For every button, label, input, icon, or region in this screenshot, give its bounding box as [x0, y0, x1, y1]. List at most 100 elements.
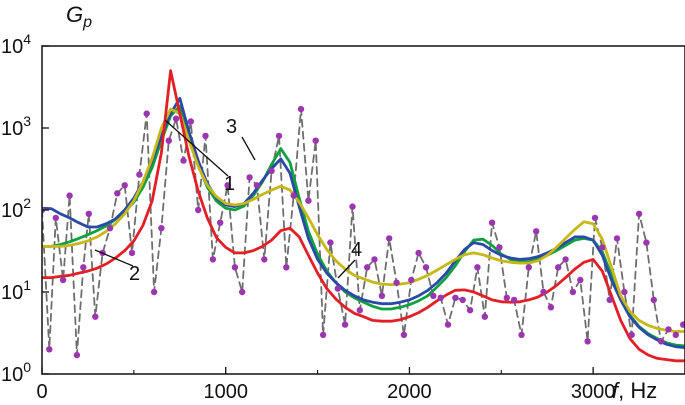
reference-point [327, 239, 334, 246]
reference-point [187, 118, 194, 125]
curve-4-label: 4 [351, 239, 362, 261]
reference-point [657, 338, 665, 345]
y-axis-label-sub: p [82, 14, 92, 31]
y-axis-label-main: G [66, 2, 83, 27]
reference-point [371, 256, 378, 263]
reference-point [378, 292, 386, 299]
x-tick-label: 2000 [387, 381, 432, 403]
reference-point [621, 288, 628, 296]
x-axis-label-unit: , Hz [618, 378, 657, 403]
reference-point [415, 249, 422, 257]
reference-point [136, 171, 143, 178]
reference-point [128, 249, 136, 257]
reference-point [466, 307, 474, 314]
reference-point [584, 338, 591, 345]
reference-point [562, 256, 569, 263]
y-tick-exponent: 1 [23, 277, 31, 293]
reference-point [643, 239, 650, 246]
y-tick-label: 101 [1, 277, 31, 304]
reference-point [459, 296, 466, 304]
x-tick-label: 3000 [571, 381, 616, 403]
reference-point [555, 264, 562, 271]
x-tick-label: 1000 [203, 381, 248, 403]
reference-point [261, 256, 268, 263]
reference-point [437, 294, 444, 301]
reference-point [635, 210, 643, 217]
curve-1-leader-line [164, 119, 229, 177]
reference-point [569, 288, 577, 296]
curve-3-label: 3 [226, 116, 237, 138]
curve-2-leader-line [94, 249, 134, 267]
curve-2-label: 2 [129, 263, 140, 285]
reference-point [356, 307, 363, 314]
reference-point [400, 331, 408, 339]
y-tick-base: 10 [1, 200, 23, 222]
x-tick-label: 0 [36, 381, 47, 403]
reference-point [283, 264, 290, 271]
reference-point [85, 210, 93, 217]
reference-point [46, 346, 53, 353]
curve-2-line [42, 69, 685, 363]
curve-1-label: 1 [224, 173, 235, 195]
reference-point [209, 256, 217, 263]
reference-point [106, 225, 114, 232]
y-tick-exponent: 2 [23, 195, 31, 211]
y-tick-label: 100 [1, 359, 31, 386]
reference-point [474, 264, 481, 271]
reference-point [297, 105, 305, 113]
reference-point [628, 331, 635, 339]
reference-point [52, 214, 59, 222]
reference-point [231, 264, 239, 271]
reference-point [547, 304, 555, 311]
x-axis-label-var: f [612, 378, 621, 403]
y-tick-label: 103 [1, 113, 31, 140]
reference-point [525, 264, 532, 271]
curve-3-leader-line [241, 136, 256, 161]
reference-point [533, 228, 540, 235]
reference-point [224, 182, 231, 189]
reference-point [540, 288, 547, 296]
reference-point [613, 235, 621, 242]
reference-point [672, 331, 679, 339]
reference-point [496, 244, 503, 251]
reference-point [66, 192, 73, 199]
reference-point [59, 276, 67, 284]
reference-point [408, 276, 415, 284]
reference-point [158, 225, 165, 232]
reference-point [253, 182, 261, 189]
reference-point [386, 235, 393, 242]
y-tick-label: 102 [1, 195, 31, 222]
reference-point [503, 294, 510, 301]
curve-4-leader-line [337, 259, 356, 279]
reference-point [180, 157, 187, 164]
labels-layer: Gp f, Hz [66, 2, 657, 403]
reference-point [606, 296, 613, 304]
curve-3-line [42, 104, 685, 348]
reference-point [481, 313, 488, 320]
reference-point [452, 294, 459, 301]
reference-point [393, 279, 400, 286]
reference-point [319, 331, 327, 339]
reference-point [202, 132, 209, 140]
reference-point [143, 110, 150, 117]
reference-point [121, 182, 128, 189]
x-axis-label: f, Hz [612, 378, 657, 403]
reference-point [275, 132, 283, 140]
reference-point [165, 137, 172, 144]
reference-point [239, 288, 246, 296]
y-tick-exponent: 0 [23, 359, 31, 375]
reference-point [312, 137, 319, 144]
reference-point [599, 244, 606, 251]
reference-point [305, 197, 312, 204]
y-tick-label: 104 [1, 31, 31, 58]
series-layer [42, 69, 685, 363]
y-axis-label: Gp [66, 2, 92, 31]
reference-point [217, 219, 224, 226]
reference-point [114, 190, 121, 197]
marker-layer [42, 105, 685, 359]
reference-point [290, 192, 297, 199]
annotation-layer: 3 1 4 2 [94, 116, 362, 285]
reference-point [665, 326, 672, 333]
